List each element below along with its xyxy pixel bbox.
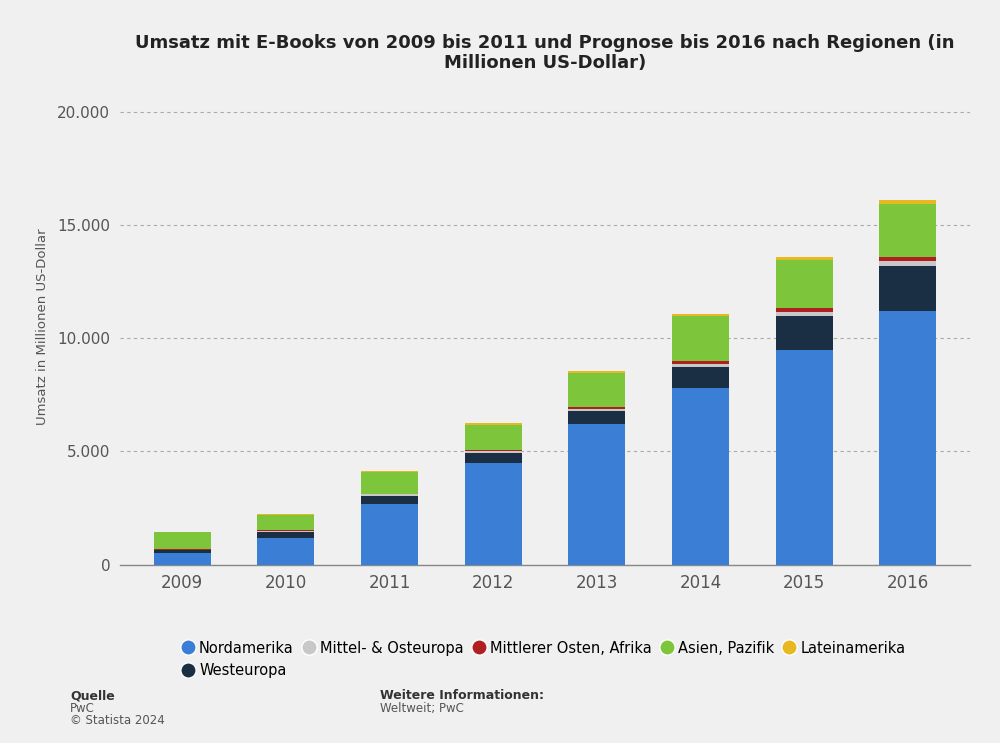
- Bar: [154, 532, 211, 549]
- Text: © Statista 2024: © Statista 2024: [70, 714, 165, 727]
- Y-axis label: Umsatz in Millionen US-Dollar: Umsatz in Millionen US-Dollar: [36, 229, 49, 425]
- Bar: [568, 373, 625, 406]
- Bar: [776, 257, 833, 259]
- Bar: [154, 550, 211, 554]
- Bar: [361, 504, 418, 565]
- Bar: [672, 361, 729, 364]
- Text: Quelle: Quelle: [70, 690, 115, 702]
- Bar: [672, 316, 729, 361]
- Bar: [465, 451, 522, 452]
- Bar: [465, 424, 522, 425]
- Bar: [672, 388, 729, 565]
- Bar: [879, 200, 936, 204]
- Bar: [361, 472, 418, 493]
- Bar: [257, 515, 314, 531]
- Bar: [361, 496, 418, 504]
- Title: Umsatz mit E-Books von 2009 bis 2011 und Prognose bis 2016 nach Regionen (in
Mil: Umsatz mit E-Books von 2009 bis 2011 und…: [135, 33, 955, 72]
- Bar: [672, 364, 729, 366]
- Bar: [776, 349, 833, 565]
- Bar: [879, 204, 936, 257]
- Bar: [154, 554, 211, 565]
- Bar: [672, 366, 729, 388]
- Bar: [465, 452, 522, 463]
- Bar: [879, 257, 936, 262]
- Bar: [361, 495, 418, 496]
- Bar: [879, 262, 936, 266]
- Bar: [568, 371, 625, 373]
- Bar: [879, 266, 936, 311]
- Bar: [776, 259, 833, 308]
- Bar: [879, 311, 936, 565]
- Bar: [568, 424, 625, 565]
- Bar: [465, 450, 522, 451]
- Bar: [257, 537, 314, 565]
- Bar: [672, 314, 729, 316]
- Text: Weltweit; PwC: Weltweit; PwC: [380, 702, 464, 715]
- Bar: [568, 411, 625, 424]
- Bar: [361, 493, 418, 495]
- Bar: [465, 425, 522, 450]
- Bar: [776, 312, 833, 316]
- Bar: [257, 532, 314, 537]
- Bar: [776, 308, 833, 312]
- Bar: [361, 471, 418, 472]
- Bar: [568, 409, 625, 411]
- Bar: [465, 463, 522, 565]
- Legend: Nordamerika, Westeuropa, Mittel- & Osteuropa, Mittlerer Osten, Afrika, Asien, Pa: Nordamerika, Westeuropa, Mittel- & Osteu…: [177, 634, 913, 686]
- Bar: [776, 316, 833, 349]
- Bar: [568, 406, 625, 409]
- Text: Weitere Informationen:: Weitere Informationen:: [380, 690, 544, 702]
- Text: PwC: PwC: [70, 702, 95, 715]
